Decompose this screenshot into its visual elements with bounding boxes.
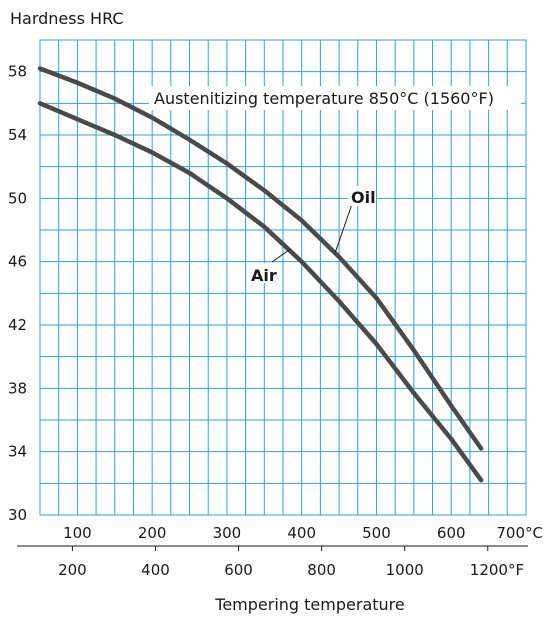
series-label-air: Air (251, 266, 277, 285)
y-tick-label: 50 (8, 189, 27, 207)
curve-oil (37, 66, 484, 451)
x-tick-label-celsius: 500 (362, 524, 391, 542)
y-tick-label: 46 (8, 253, 27, 271)
oil-label-background (348, 186, 376, 206)
leader-line-oil (334, 203, 353, 253)
x-tick-label-fahrenheit: 1000 (386, 561, 424, 579)
x-tick-label-celsius: 200 (138, 524, 167, 542)
x-tick-label-celsius: 400 (287, 524, 316, 542)
plot-area (37, 39, 527, 516)
x-tick-label-fahrenheit: 400 (141, 561, 170, 579)
curve-air (37, 101, 484, 483)
series-label-oil: Oil (351, 188, 376, 207)
y-tick-label: 54 (8, 126, 27, 144)
x-tick-label-celsius: 600 (437, 524, 466, 542)
y-tick-label: 42 (8, 316, 27, 334)
air-label-background (249, 263, 279, 283)
x-tick-label-fahrenheit: 800 (307, 561, 336, 579)
y-tick-label: 30 (8, 506, 27, 524)
x-tick-label-fahrenheit: 600 (224, 561, 253, 579)
x-tick-label-celsius: 300 (213, 524, 242, 542)
x-tick-label-celsius: 100 (63, 524, 92, 542)
leader-line-air (271, 248, 291, 263)
x-tick-label-fahrenheit: 1200°F (470, 561, 524, 579)
y-axis-label: Hardness HRC (10, 9, 124, 28)
annotation-austenitizing: Austenitizing temperature 850°C (1560°F) (154, 89, 494, 108)
y-tick-label: 38 (8, 379, 27, 397)
y-tick-label: 34 (8, 443, 27, 461)
y-tick-label: 58 (8, 63, 27, 81)
x-axis-label: Tempering temperature (214, 595, 404, 614)
annotation-background (149, 86, 521, 110)
x-tick-label-celsius: 700°C (496, 524, 543, 542)
x-tick-label-fahrenheit: 200 (58, 561, 87, 579)
